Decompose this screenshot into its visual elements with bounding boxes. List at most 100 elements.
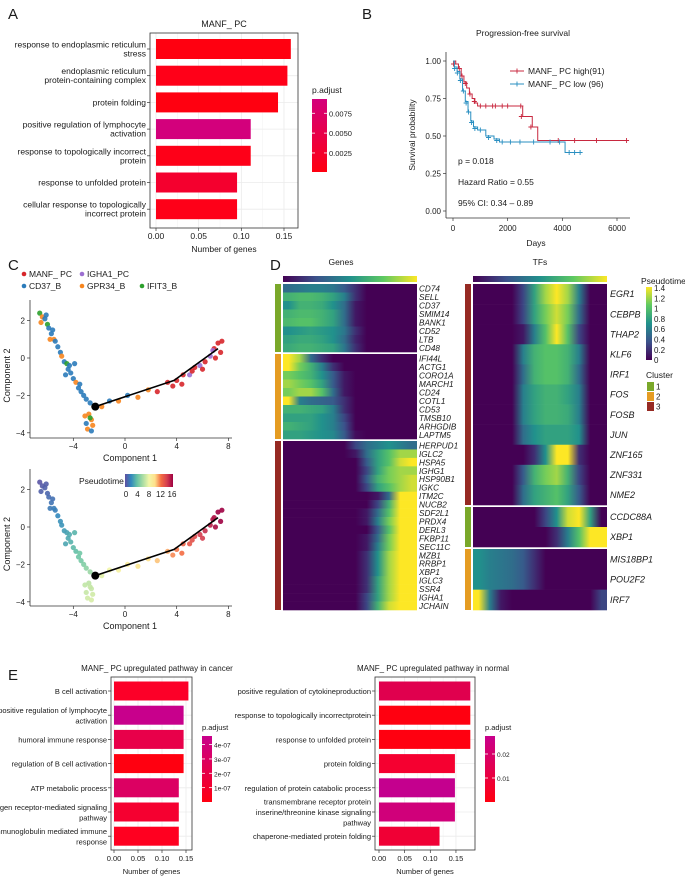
x-tick-label: 4: [174, 610, 179, 619]
cell-point: [37, 310, 43, 316]
heatmap-row: [283, 474, 417, 484]
x-tick-label: 4000: [553, 224, 571, 233]
category-label: chaperone-mediated protein folding: [253, 832, 371, 841]
heatmap-row: [283, 441, 417, 450]
cell-point: [78, 389, 84, 395]
cluster-annotation-bar: [275, 441, 281, 610]
x-tick-label: 0.15: [449, 854, 464, 863]
legend-dot: [139, 283, 145, 289]
bar: [156, 172, 238, 193]
cell-point: [62, 372, 69, 378]
cell-point: [212, 524, 219, 530]
category-label: protein-containing complex: [44, 75, 146, 85]
category-label: regulation of protein catabolic process: [245, 784, 372, 793]
row-label: LAPTM5: [419, 431, 451, 440]
row-label: NUCB2: [419, 501, 447, 510]
legend-tick-label: 0.0075: [329, 109, 352, 118]
legend-dot: [79, 271, 85, 277]
cluster-swatch: [647, 402, 654, 411]
cell-point: [212, 355, 219, 361]
cell-point: [70, 375, 76, 382]
cell-point: [72, 530, 78, 536]
bar: [156, 145, 251, 166]
row-label: SSR4: [419, 585, 441, 594]
panel-c-trajectory-plots: MANF_ PC IGHA1_PC CD37_B GPR34_B IFIT3_B −4 −2…: [2, 269, 232, 631]
heatmap-row: [473, 569, 607, 590]
cell-point: [73, 548, 79, 554]
heatmap-row: [473, 324, 607, 345]
cell-point: [82, 413, 88, 419]
bar: [114, 802, 179, 822]
plot-border: [149, 32, 299, 229]
x-tick-label: 0: [451, 224, 456, 233]
panel-label-c: C: [8, 257, 19, 274]
row-label: POU2F2: [610, 575, 645, 585]
category-label: response: [76, 837, 107, 846]
bar: [379, 754, 455, 774]
y-tick-label: 1.00: [425, 57, 441, 66]
row-label: CORO1A: [419, 371, 454, 380]
category-label: pathway: [79, 813, 107, 822]
row-label: XBP1: [418, 568, 440, 577]
cell-point: [202, 359, 208, 365]
heatmap-title: TFs: [533, 257, 548, 267]
legend-tick-label: 1e-07: [214, 786, 231, 793]
annotation-text: p = 0.018: [458, 156, 494, 166]
legend-tick-label: 0.0050: [329, 129, 352, 138]
legend-title: p.adjust: [485, 723, 512, 732]
category-label: ATP metabolic process: [31, 784, 108, 793]
legend-tick-label: 0.02: [497, 752, 510, 759]
category-label: inserine/threonine kinase signaling: [256, 808, 371, 817]
heatmap-row: [473, 384, 607, 405]
cell-point: [68, 539, 74, 545]
heatmap-row: [473, 464, 607, 486]
y-tick-label: −2: [16, 560, 26, 569]
x-tick-label: 0: [123, 610, 128, 619]
bar: [379, 778, 455, 798]
category-label: response to unfolded protein: [38, 178, 146, 188]
row-label: NME2: [610, 490, 635, 500]
row-label: CD48: [419, 344, 440, 353]
heatmap-row: [283, 326, 417, 336]
heatmap-row: [283, 309, 417, 319]
cell-point: [77, 550, 83, 556]
cell-point: [43, 312, 49, 318]
row-label: CD53: [419, 405, 440, 414]
panel-b-survival-plot: Progression-free survival 0.00 0.25 0.50 0.7…: [407, 28, 630, 248]
bar: [114, 826, 179, 846]
row-label: JUN: [609, 430, 628, 440]
x-tick-label: 0.05: [397, 854, 412, 863]
censor-mark: [460, 88, 466, 94]
row-label: HSPA5: [419, 458, 446, 467]
legend-label: MANF_ PC low (96): [528, 79, 604, 89]
category-label: humoral immune response: [18, 735, 107, 744]
cell-point: [81, 392, 87, 398]
legend-dot: [21, 283, 27, 289]
row-label: CEBPB: [610, 309, 641, 319]
heatmap-row: [473, 404, 607, 425]
censor-mark: [572, 138, 578, 143]
plot-border: [110, 676, 193, 851]
pseudotime-bar: [473, 276, 607, 282]
row-label: CD37: [419, 301, 440, 310]
row-label: TMSB10: [419, 414, 451, 423]
row-label: ITM2C: [419, 492, 444, 501]
chart-title: Progression-free survival: [476, 28, 570, 38]
cell-point: [52, 507, 58, 513]
heatmap-row: [283, 500, 417, 509]
category-label: positive regulation of lymphocyte: [23, 120, 147, 130]
row-label: HSP90B1: [419, 475, 455, 484]
category-label: pathway: [343, 819, 371, 828]
heatmap-row: [283, 396, 417, 406]
cell-point: [62, 541, 69, 547]
legend-colorbar: [485, 736, 495, 802]
row-label: ARHGDIB: [418, 422, 457, 431]
censor-mark: [624, 138, 630, 143]
censor-mark: [486, 135, 492, 140]
y-tick-label: 0: [21, 523, 26, 532]
row-label: MARCH1: [419, 380, 454, 389]
cell-point: [83, 396, 89, 402]
cell-point: [50, 327, 56, 333]
cell-point: [218, 518, 224, 524]
